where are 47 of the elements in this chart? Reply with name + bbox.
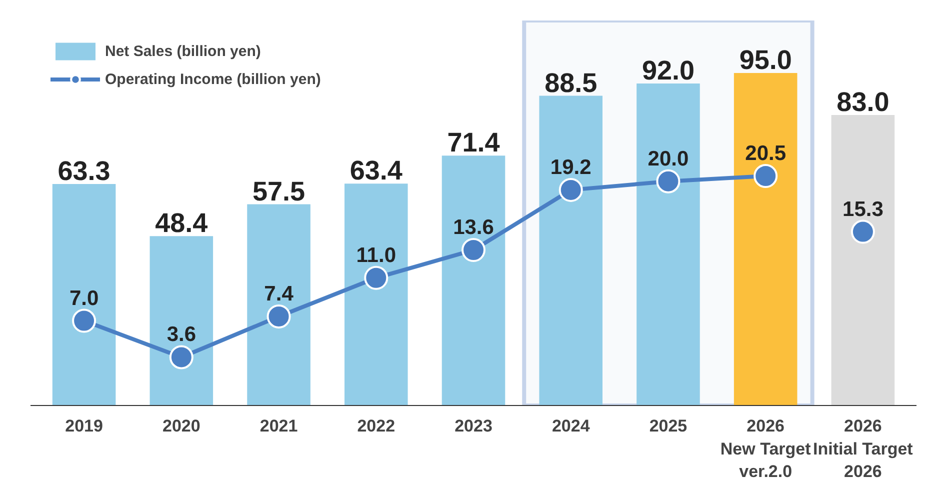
data-label: 20.0: [648, 147, 689, 170]
bar: [442, 156, 506, 406]
data-label: 13.6: [453, 216, 494, 239]
bar: [636, 84, 700, 406]
point: [72, 308, 96, 333]
point: [266, 304, 291, 328]
point: [364, 266, 388, 290]
legend-label: Operating Income (billion yen): [105, 70, 321, 88]
data-label: 95.0: [739, 45, 792, 75]
bar: [52, 184, 116, 406]
data-label: 15.3: [842, 198, 884, 221]
data-label: 20.5: [745, 142, 786, 165]
data-label: 92.0: [642, 56, 695, 86]
bar: [539, 96, 603, 406]
x-tick-label: 2020: [162, 416, 200, 436]
data-label: 57.5: [252, 176, 306, 206]
x-tick-label: 2026 New Target ver.2.0: [720, 416, 812, 482]
data-label: 63.3: [58, 156, 110, 186]
x-tick-label: 2026 Initial Target 2026: [813, 416, 914, 482]
point: [656, 169, 680, 194]
data-label: 63.4: [350, 156, 402, 186]
data-label: 71.4: [447, 128, 500, 158]
point: [169, 345, 194, 370]
bar: [344, 184, 408, 406]
point: [462, 238, 486, 262]
x-tick-label: 2021: [260, 416, 298, 436]
data-label: 11.0: [356, 244, 396, 267]
point: [850, 220, 875, 244]
x-tick-label: 2025: [649, 416, 688, 436]
data-label: 19.2: [550, 156, 592, 179]
bar: [150, 236, 214, 406]
bar: [734, 73, 798, 406]
data-label: 7.0: [69, 286, 99, 310]
x-tick-label: 2024: [552, 416, 590, 436]
bar: [247, 204, 310, 406]
point: [754, 164, 778, 188]
data-label: 7.4: [264, 282, 294, 306]
x-tick-label: 2019: [65, 416, 103, 436]
data-label: 83.0: [836, 87, 890, 117]
data-label: 88.5: [544, 68, 598, 98]
legend-label: Net Sales (billion yen): [105, 42, 261, 60]
bar: [831, 115, 895, 406]
x-tick-label: 2023: [454, 416, 492, 436]
data-label: 3.6: [166, 323, 196, 346]
x-tick-label: 2022: [357, 416, 396, 436]
point: [558, 178, 583, 202]
data-label: 48.4: [155, 208, 208, 238]
